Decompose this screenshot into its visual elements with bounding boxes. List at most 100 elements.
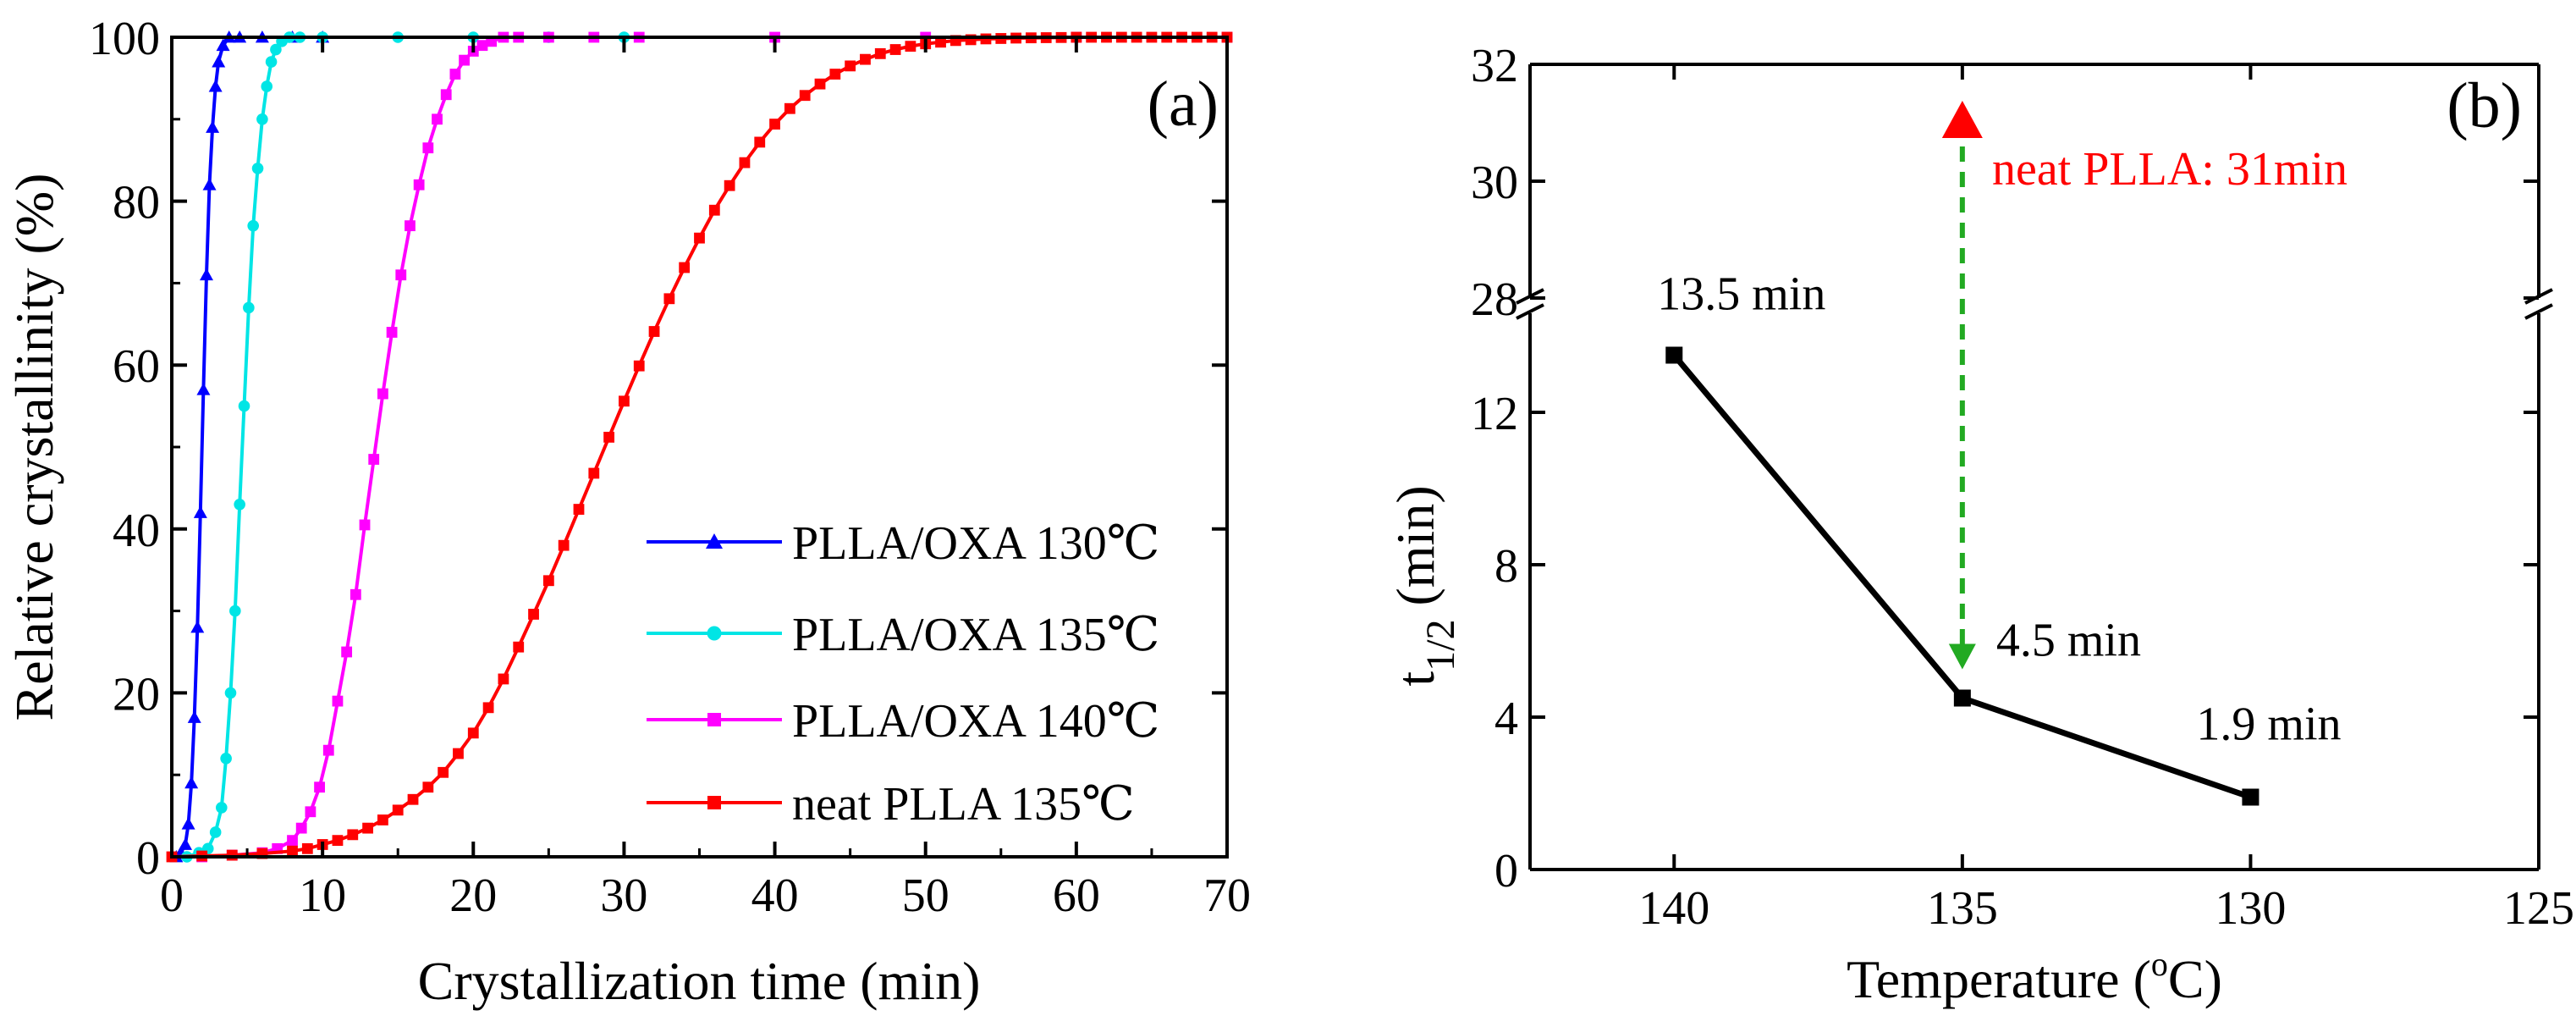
series-3-point: [558, 539, 570, 551]
series-0-point: [208, 80, 223, 92]
series-1-point: [265, 56, 278, 68]
series-2-point: [322, 744, 334, 756]
series-3-point: [694, 232, 705, 244]
panel-b-x-axis-title-end: C): [2168, 949, 2222, 1009]
panel-a-x-tick-label: 70: [1203, 870, 1251, 922]
series-3-point: [513, 641, 525, 653]
series-3-point: [799, 90, 811, 102]
series-3-point: [739, 157, 751, 168]
panel-b-point-label: 4.5 min: [1996, 615, 2141, 667]
panel-a-y-tick-label: 0: [136, 832, 160, 885]
panel-b-point: [1665, 346, 1683, 364]
series-2-point: [476, 40, 488, 52]
panel-a-y-tick-label: 100: [89, 13, 160, 65]
panel-b-y-tick-label: 4: [1494, 693, 1518, 745]
panel-a-y-axis-title: Relative crystallinity (%): [4, 174, 64, 721]
series-3-point: [392, 804, 404, 816]
series-1-point: [220, 753, 232, 765]
series-3-point: [829, 69, 841, 80]
series-3-point: [845, 60, 856, 72]
series-1-point: [243, 301, 255, 314]
panel-b-y-axis-title: t1/2 (min): [1385, 485, 1463, 686]
series-3-point: [619, 395, 630, 407]
panel-b-ticks: 140 135 130 125 0 4 8 12 28 30 32: [1471, 40, 2574, 935]
panel-a-y-tick-label: 20: [113, 668, 160, 721]
series-0-point: [199, 268, 213, 281]
panel-b-y-axis-title-main: t: [1385, 671, 1445, 687]
series-2-point: [449, 69, 461, 80]
series-1-line: [186, 36, 625, 859]
series-3-point: [347, 829, 359, 841]
legend-0-label: PLLA/OXA 130℃: [792, 517, 1159, 570]
neat-plla-marker: [1941, 101, 1983, 138]
panel-a-legend: PLLA/OXA 130℃ PLLA/OXA 135℃ PLLA/OXA 140℃ n…: [647, 517, 1159, 831]
series-2-point: [395, 269, 407, 281]
panel-b-y-tick-label: 8: [1494, 540, 1518, 593]
series-3-point: [769, 119, 780, 130]
series-0-point: [187, 710, 201, 723]
series-2-point: [287, 835, 298, 847]
panel-a-x-tick-label: 20: [449, 870, 497, 922]
series-3-point: [542, 575, 554, 587]
series-3-point: [633, 360, 645, 372]
panel-b-label: (b): [2447, 70, 2522, 141]
panel-b-reference: neat PLLA: 31min: [1941, 101, 2348, 670]
series-3-point: [362, 822, 373, 834]
panel-a-x-axis-title: Crystallization time (min): [418, 951, 981, 1011]
series-2-point: [332, 695, 344, 707]
panel-b-point: [2242, 788, 2260, 806]
series-3-point: [453, 748, 464, 759]
series-0-point: [202, 178, 217, 190]
legend-1-marker: [707, 626, 722, 641]
series-0-point: [181, 817, 195, 830]
series-1-point: [234, 498, 245, 511]
series-2-point: [440, 89, 452, 101]
panel-b-x-tick-label: 125: [2503, 882, 2574, 935]
panel-b-y-tick-label-upper: 32: [1471, 40, 1518, 92]
panel-b-series: 13.5 min 4.5 min 1.9 min: [1657, 268, 2342, 806]
series-0-point: [206, 120, 220, 133]
series-3-point: [588, 467, 600, 479]
panel-b-x-axis-title-sup: o: [2151, 945, 2168, 983]
panel-b-point-label: 1.9 min: [2196, 698, 2341, 751]
panel-a-x-tick-label: 0: [160, 870, 184, 922]
series-2-point: [377, 388, 388, 400]
legend-2-label: PLLA/OXA 140℃: [792, 695, 1159, 748]
series-2-point: [305, 806, 316, 818]
series-3-point: [528, 609, 539, 620]
neat-plla-arrow-head: [1948, 643, 1976, 670]
series-2-point: [405, 220, 416, 232]
legend-2-marker: [707, 713, 721, 726]
panel-a-x-tick-label: 60: [1053, 870, 1100, 922]
series-3-point: [603, 431, 615, 443]
series-1-point: [209, 826, 222, 838]
series-3-point: [874, 47, 886, 59]
series-1-point: [229, 605, 241, 617]
series-3-point: [407, 793, 419, 805]
series-3-point: [860, 53, 871, 65]
series-1-point: [251, 163, 264, 174]
series-3-point: [679, 262, 691, 273]
series-1-point: [215, 802, 228, 814]
panel-b-point: [1953, 689, 1971, 707]
panel-a-x-tick-label: 40: [751, 870, 799, 922]
panel-b-point-label: 13.5 min: [1657, 268, 1825, 321]
series-3-point: [905, 41, 916, 52]
series-3-point: [482, 702, 494, 714]
series-2-point: [295, 822, 307, 834]
series-0-point: [212, 55, 226, 68]
series-1-point: [224, 687, 237, 699]
series-3-point: [377, 814, 388, 825]
series-3-point: [573, 504, 585, 515]
series-2-point: [341, 646, 353, 658]
series-3-point: [784, 102, 795, 114]
panel-a-y-tick-label: 40: [113, 505, 160, 557]
series-0-point: [216, 38, 230, 52]
series-2-point: [350, 588, 361, 600]
series-0-point: [184, 776, 199, 789]
panel-b-y-tick-label: 0: [1494, 845, 1518, 897]
series-2-point: [386, 327, 398, 338]
series-3-point: [663, 293, 675, 305]
